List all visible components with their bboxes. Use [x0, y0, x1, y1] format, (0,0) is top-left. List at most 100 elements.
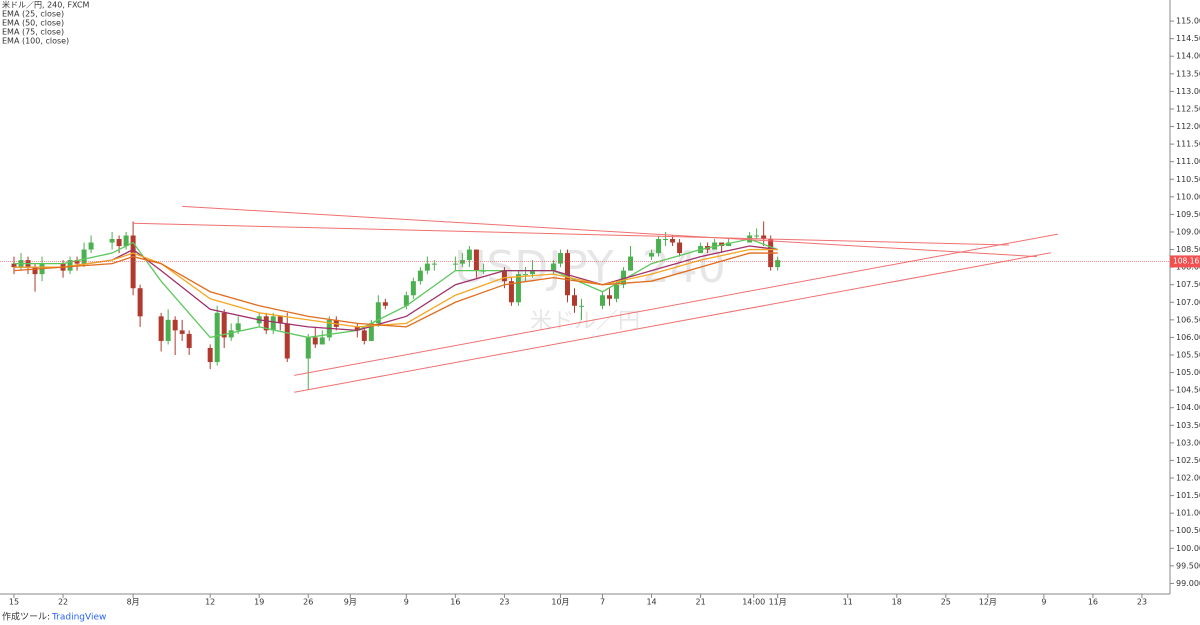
candle-body: [361, 330, 367, 341]
x-tick-label: 23: [499, 598, 509, 607]
y-tick-label: 101.500: [1176, 491, 1200, 500]
candle-body: [179, 330, 185, 334]
y-tick-label: 110.000: [1176, 192, 1200, 201]
candle-body: [221, 312, 227, 338]
x-tick-label: 12月: [979, 598, 997, 607]
candle-body: [207, 347, 213, 363]
candle-body: [11, 263, 17, 268]
legend-entry: EMA (75, close): [2, 28, 64, 37]
candle-body: [109, 239, 115, 243]
candle-body: [775, 260, 781, 268]
x-tick-label: 8月: [127, 598, 140, 607]
y-tick-label: 102.500: [1176, 456, 1200, 465]
y-tick-label: 100.000: [1176, 544, 1200, 553]
candle-body: [368, 323, 374, 341]
candle-body: [649, 253, 655, 257]
candle-body: [137, 288, 143, 317]
x-tick-label: 18: [892, 598, 902, 607]
legend-entry: EMA (50, close): [2, 19, 64, 28]
candle-body: [670, 239, 676, 243]
x-tick-label: 23: [1137, 598, 1147, 607]
candle-body: [165, 319, 171, 341]
ema-line: [14, 245, 778, 332]
candle-body: [88, 242, 94, 250]
candle-body: [431, 263, 437, 265]
candle-body: [305, 337, 311, 359]
y-tick-label: 115.000: [1176, 17, 1200, 26]
y-tick-label: 110.500: [1176, 175, 1200, 184]
candle-body: [67, 260, 73, 271]
x-tick-label: 21: [696, 598, 706, 607]
x-tick-label: 25: [941, 598, 951, 607]
footer-brand[interactable]: TradingView: [51, 613, 106, 623]
candle-body: [452, 263, 458, 265]
y-tick-label: 114.000: [1176, 52, 1200, 61]
x-tick-label: 10月: [551, 598, 569, 607]
candle-body: [375, 302, 381, 324]
candle-body: [663, 239, 669, 241]
y-tick-label: 113.000: [1176, 87, 1200, 96]
candle-body: [550, 263, 556, 271]
candle-body: [277, 316, 283, 324]
candle-body: [74, 260, 80, 264]
legend-entry: EMA (100, close): [2, 37, 69, 46]
candle-body: [600, 295, 606, 306]
y-tick-label: 99.500: [1176, 561, 1200, 570]
candle-body: [466, 249, 472, 261]
x-tick-label: 22: [58, 598, 68, 607]
candle-body: [312, 337, 318, 345]
trend-line: [133, 222, 1009, 246]
y-tick-label: 107.500: [1176, 280, 1200, 289]
candle-body: [354, 326, 360, 331]
y-tick-label: 103.000: [1176, 438, 1200, 447]
y-tick-label: 109.500: [1176, 210, 1200, 219]
y-tick-label: 99.000: [1176, 579, 1200, 588]
candle-body: [628, 256, 634, 271]
candle-body: [319, 337, 325, 345]
candle-body: [726, 242, 732, 247]
last-price-label: 108.162: [1173, 256, 1200, 265]
candle-body: [621, 270, 627, 285]
ema-line: [13, 252, 778, 328]
candle-body: [607, 295, 613, 299]
trend-line: [294, 252, 1051, 393]
candle-body: [459, 260, 465, 264]
y-tick-label: 106.500: [1176, 315, 1200, 324]
y-tick-label: 111.500: [1176, 140, 1200, 149]
candle-body: [270, 316, 276, 331]
x-tick-label: 15: [9, 598, 19, 607]
x-tick-label: 19: [254, 598, 264, 607]
x-tick-label: 12: [205, 598, 215, 607]
footer-label: 作成ツール:: [2, 611, 50, 623]
trend-line: [182, 205, 1037, 258]
legend-entry: EMA (25, close): [2, 10, 64, 19]
y-tick-label: 112.000: [1176, 122, 1200, 131]
y-tick-label: 114.500: [1176, 34, 1200, 43]
x-tick-label: 14:00: [742, 598, 765, 607]
candle-body: [172, 319, 178, 331]
x-tick-label: 16: [1088, 598, 1098, 607]
candle-body: [571, 295, 577, 306]
last-price-box: [1170, 255, 1200, 268]
candle-body: [656, 239, 662, 254]
y-tick-label: 109.000: [1176, 227, 1200, 236]
candle-body: [284, 323, 290, 359]
y-tick-label: 105.500: [1176, 350, 1200, 359]
x-tick-label: 11: [843, 598, 853, 607]
candle-body: [81, 249, 87, 264]
candle-body: [515, 274, 521, 303]
ema-line: [14, 238, 778, 339]
x-tick-label: 9月: [344, 598, 357, 607]
candle-body: [186, 333, 192, 348]
candle-body: [677, 242, 683, 254]
x-tick-label: 11月: [769, 598, 787, 607]
y-tick-label: 108.500: [1176, 245, 1200, 254]
trend-line: [294, 233, 1058, 376]
y-tick-label: 100.500: [1176, 526, 1200, 535]
candle-body: [719, 242, 725, 247]
x-tick-label: 14: [646, 598, 656, 607]
candle-body: [754, 235, 760, 237]
